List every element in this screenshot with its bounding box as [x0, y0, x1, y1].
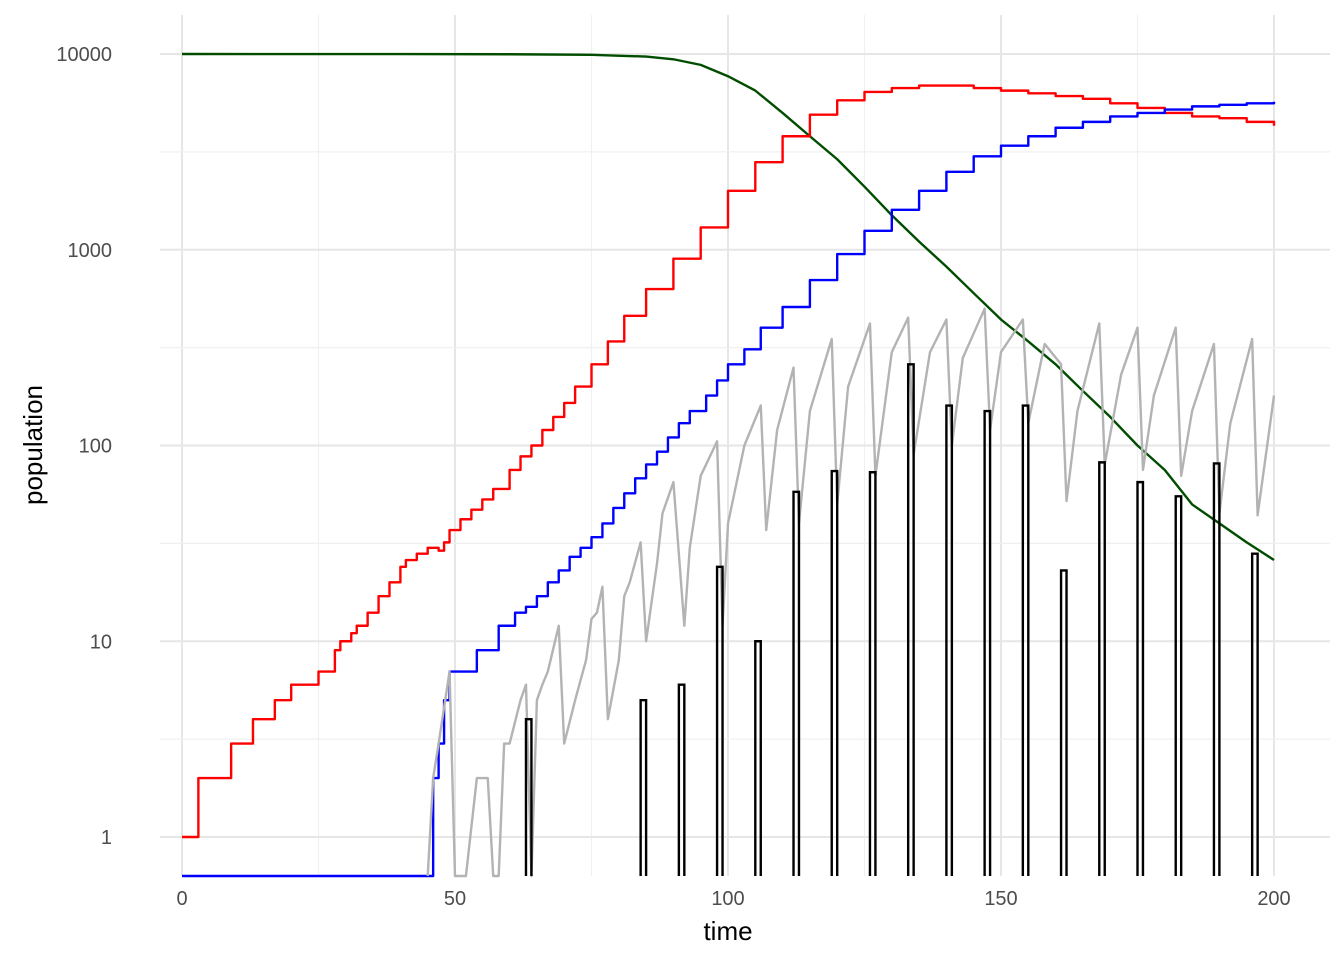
- bar-series: [524, 363, 1259, 876]
- x-axis-ticks: 0 50 100 150 200: [176, 888, 1290, 910]
- x-axis-title: time: [703, 916, 752, 946]
- y-tick-label: 1000: [68, 240, 113, 262]
- y-tick-label: 1: [101, 827, 112, 849]
- bar: [1174, 495, 1183, 876]
- series-line-1: [182, 84, 1276, 839]
- bar: [792, 490, 801, 876]
- y-tick-label: 10000: [56, 44, 112, 66]
- bar: [945, 404, 954, 876]
- bar: [639, 698, 648, 876]
- bar: [754, 640, 762, 876]
- series-line-2: [182, 101, 1276, 878]
- bar: [524, 717, 533, 876]
- bar: [1021, 404, 1030, 876]
- y-tick-label: 100: [79, 436, 112, 458]
- series-layer: [181, 52, 1276, 878]
- bar: [868, 471, 877, 876]
- y-axis-title: population: [18, 385, 48, 505]
- series-line-3: [426, 307, 1276, 878]
- bar: [906, 363, 915, 876]
- bar: [1136, 480, 1145, 876]
- x-tick-label: 200: [1257, 888, 1290, 910]
- y-tick-label: 10: [90, 631, 112, 653]
- bar: [1212, 462, 1221, 876]
- bar: [715, 565, 724, 876]
- x-tick-label: 0: [176, 888, 187, 910]
- x-tick-label: 50: [444, 888, 466, 910]
- bar: [983, 409, 992, 876]
- bar: [1059, 569, 1068, 876]
- x-tick-label: 100: [711, 888, 744, 910]
- series-line-0: [181, 52, 1275, 562]
- y-axis-ticks: 1 10 100 1000 10000: [56, 44, 112, 849]
- bar: [1250, 552, 1259, 876]
- bar: [830, 469, 839, 876]
- bar: [1098, 461, 1106, 876]
- bar: [677, 683, 686, 876]
- x-tick-label: 150: [984, 888, 1017, 910]
